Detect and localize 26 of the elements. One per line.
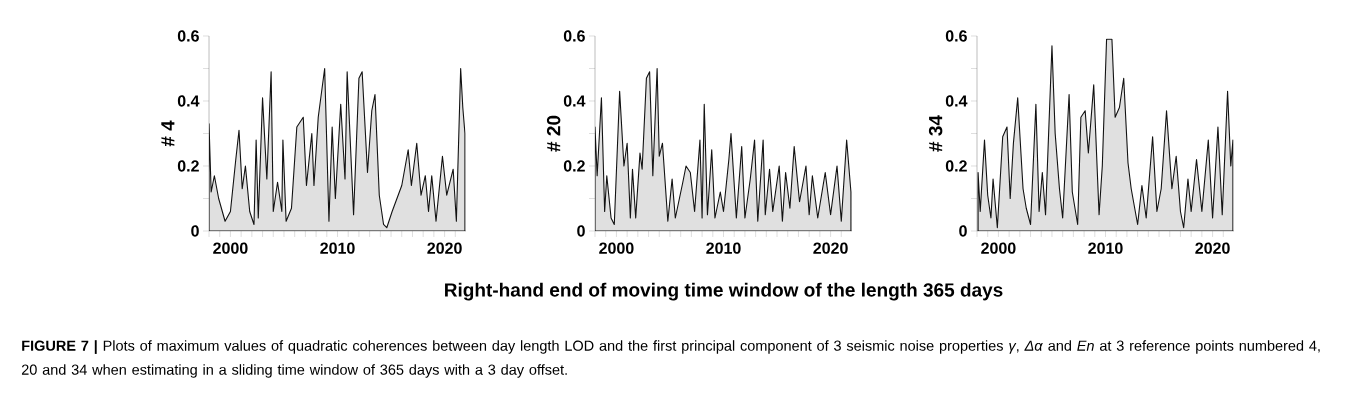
y-tick-label: 0.6 <box>563 30 585 42</box>
x-tick-label: 2020 <box>1195 242 1230 254</box>
y-tick-label: 0 <box>959 225 967 237</box>
x-tick-label: 2000 <box>599 242 634 254</box>
y-tick-label: 0 <box>577 225 585 237</box>
x-tick-label: 2010 <box>1088 242 1123 254</box>
x-tick-label: 2010 <box>706 242 741 254</box>
y-tick-label: 0.2 <box>945 160 967 172</box>
text: FIGURE 7 | Plots of maximum values of quadratic coherences between day length LOD and the first principal component of 3 seismic noise properties γ, Δα and En at 3 reference points numbered 4, 20 and 34 when estimating in a sliding time window of 365 days with a 3 day offset. <box>21 340 1320 378</box>
y-axis-title: # 4 <box>161 120 175 147</box>
x-tick-label: 2010 <box>320 242 355 254</box>
y-tick-label: 0.2 <box>563 160 585 172</box>
x-tick-label: 2000 <box>213 242 248 254</box>
x-tick-label: 2000 <box>981 242 1016 254</box>
x-tick-label: 2020 <box>813 242 848 254</box>
y-tick-label: 0.6 <box>177 30 199 42</box>
x-axis-title: Right-hand end of moving time window of the length 365 days <box>445 282 1003 301</box>
y-tick-label: 0.4 <box>177 95 200 107</box>
y-tick-label: 0.2 <box>177 160 199 172</box>
x-tick-label: 2020 <box>427 242 462 254</box>
y-tick-label: 0.4 <box>945 95 968 107</box>
y-axis-title: # 34 <box>928 115 943 152</box>
y-tick-label: 0 <box>191 225 199 237</box>
y-tick-label: 0.6 <box>945 30 967 42</box>
y-tick-label: 0.4 <box>563 95 586 107</box>
y-axis-title: # 20 <box>546 115 561 152</box>
